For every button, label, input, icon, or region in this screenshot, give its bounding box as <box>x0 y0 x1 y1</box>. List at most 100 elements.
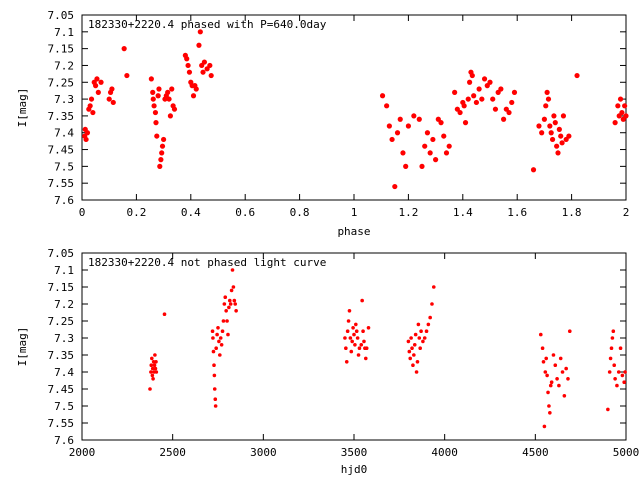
data-point <box>612 120 618 126</box>
data-point <box>171 106 178 112</box>
data-point <box>616 370 621 374</box>
data-point <box>552 120 558 126</box>
data-point <box>428 315 432 320</box>
data-point <box>150 356 154 361</box>
data-point <box>542 424 547 429</box>
data-point <box>212 363 216 368</box>
x-tick-label: 0.8 <box>290 206 310 219</box>
data-point <box>166 96 172 102</box>
data-point <box>210 329 215 334</box>
data-point <box>443 150 450 156</box>
data-point <box>154 370 159 374</box>
data-point <box>225 319 229 323</box>
data-point <box>213 397 218 402</box>
data-point <box>417 336 422 340</box>
data-point <box>155 93 161 99</box>
data-point <box>169 86 175 92</box>
data-point <box>355 336 360 340</box>
data-point <box>356 353 361 357</box>
data-point <box>492 106 499 112</box>
plot-frame <box>81 252 627 441</box>
data-point <box>558 133 564 139</box>
data-point <box>555 150 561 156</box>
data-point <box>165 89 171 95</box>
data-point <box>360 298 364 303</box>
data-point <box>433 157 439 163</box>
data-point <box>150 373 155 378</box>
phased-light-curve-chart: 7.05 7.1 7.15 7.2 7.25 7.3 7.35 7.4 7.45 7.5 7.55 7… <box>16 9 629 238</box>
data-point <box>150 366 155 371</box>
data-point <box>551 113 557 119</box>
data-point <box>159 150 165 156</box>
data-point <box>350 339 354 344</box>
data-point <box>220 329 225 334</box>
data-point <box>416 322 421 327</box>
data-point <box>622 103 628 109</box>
data-point <box>218 336 223 340</box>
data-point <box>415 360 420 364</box>
data-point <box>412 343 417 347</box>
data-point <box>232 298 237 303</box>
data-point <box>538 332 543 337</box>
data-point <box>549 380 554 385</box>
data-point <box>553 363 558 368</box>
data-point <box>151 103 157 109</box>
data-point <box>364 346 369 351</box>
data-point <box>469 72 475 79</box>
data-point <box>400 150 406 156</box>
data-point <box>98 79 104 85</box>
data-point <box>615 103 621 109</box>
data-point <box>554 143 560 149</box>
data-point <box>543 103 549 109</box>
data-point <box>157 163 163 169</box>
data-point <box>149 370 153 374</box>
data-point <box>392 183 398 190</box>
data-point <box>422 336 427 340</box>
data-point <box>430 136 436 143</box>
data-point <box>408 356 413 361</box>
data-point <box>88 96 95 102</box>
data-point <box>93 83 99 89</box>
data-point <box>215 332 219 337</box>
data-point <box>441 133 447 139</box>
data-point <box>544 356 549 361</box>
data-point <box>397 116 403 122</box>
data-point <box>121 46 127 52</box>
data-point <box>536 123 542 129</box>
data-point <box>184 56 190 62</box>
data-point <box>212 373 217 378</box>
data-point <box>560 370 565 374</box>
data-point <box>540 346 545 351</box>
data-point <box>167 113 173 119</box>
data-point <box>227 305 231 310</box>
data-point <box>153 366 158 371</box>
data-point <box>610 336 615 340</box>
data-point <box>153 353 157 357</box>
x-tick-label: 4500 <box>522 446 549 459</box>
data-point <box>618 346 623 351</box>
data-point <box>567 329 572 334</box>
data-point <box>405 123 411 129</box>
data-point <box>228 302 233 306</box>
data-point <box>530 167 537 173</box>
data-point <box>419 329 423 334</box>
y-tick-label: 7.5 <box>54 400 74 413</box>
x-tick-label: 1.8 <box>562 206 582 219</box>
data-point <box>196 42 202 48</box>
data-point <box>154 133 160 139</box>
data-point <box>465 96 471 102</box>
data-point <box>229 288 234 293</box>
data-point <box>473 99 479 106</box>
data-point <box>353 343 357 347</box>
y-tick-label: 7.35 <box>48 349 75 362</box>
data-point <box>90 109 96 116</box>
data-point <box>549 136 556 143</box>
data-point <box>574 72 580 79</box>
data-point <box>234 309 238 313</box>
data-point <box>498 86 504 92</box>
data-point <box>150 89 156 95</box>
data-point <box>566 133 572 139</box>
data-point <box>150 96 156 102</box>
data-point <box>606 407 610 412</box>
